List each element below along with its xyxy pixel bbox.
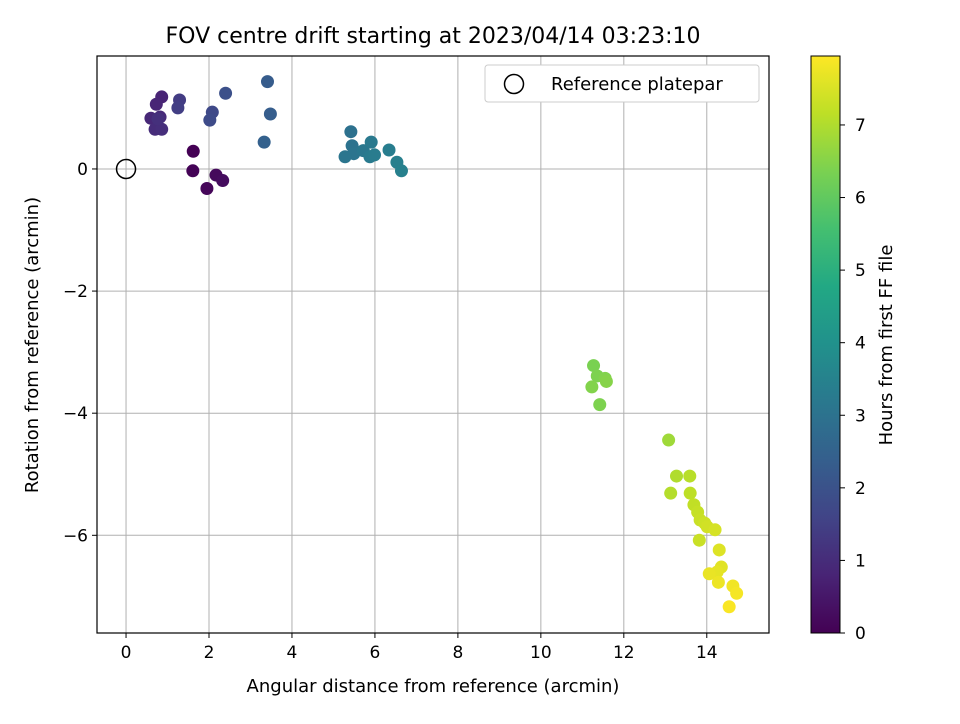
colorbar-tick-label: 0 [855,624,866,644]
scatter-point [722,600,736,614]
colorbar-tick-label: 4 [855,334,866,354]
scatter-point [364,135,378,149]
colorbar-tick-label: 6 [855,189,866,209]
colorbar-label: Hours from first FF file [876,245,897,446]
scatter-point [711,575,725,589]
scatter-point [662,433,676,447]
x-tick-label: 12 [613,643,635,663]
scatter-point [683,486,697,500]
y-axis-label: Rotation from reference (arcmin) [22,197,43,493]
scatter-point [155,122,169,136]
scatter-point [664,486,678,500]
scatter-point [394,164,408,178]
scatter-point [263,107,277,121]
colorbar-ticks: 0 1 2 3 4 5 6 7 [840,116,866,644]
scatter-point [683,469,697,483]
legend-marker-reference [503,73,525,95]
scatter-point [260,75,274,89]
x-tick-label: 2 [204,643,215,663]
scatter-point [200,181,214,195]
colorbar-tick-label: 7 [855,116,866,136]
scatter-point [216,174,230,188]
plot-frame [96,55,770,634]
axes: 0 2 4 6 8 10 12 14 −6 −4 −2 0 [63,55,770,663]
scatter-point [702,567,716,581]
scatter-point [151,112,165,126]
scatter-point [712,543,726,557]
scatter-point [692,533,706,547]
scatter-point [730,586,744,600]
scatter-point [338,150,352,164]
x-tick-label: 10 [530,643,552,663]
colorbar-gradient [810,55,841,634]
scatter-points [115,75,744,614]
scatter-point [599,374,613,388]
scatter-point [368,148,382,162]
scatter-point [149,97,163,111]
scatter-point [585,380,599,394]
scatter-point [257,135,271,149]
y-tick-label: 0 [77,160,88,180]
colorbar-tick-label: 2 [855,479,866,499]
scatter-point [593,398,607,412]
x-tick-label: 4 [287,643,298,663]
x-tick-label: 0 [121,643,132,663]
scatter-point [171,101,185,115]
scatter-point [669,469,683,483]
chart-title: FOV centre drift starting at 2023/04/14 … [166,24,701,49]
x-tick-label: 8 [452,643,463,663]
legend-label-reference: Reference platepar [551,74,723,95]
grid-lines [97,56,769,633]
x-tick-label: 6 [370,643,381,663]
y-tick-label: −4 [63,404,88,424]
scatter-point [186,144,200,158]
scatter-point [382,143,396,157]
x-tick-label: 14 [696,643,718,663]
scatter-point [186,164,200,178]
colorbar-tick-label: 5 [855,261,866,281]
colorbar-tick-label: 3 [855,406,866,426]
x-axis-label: Angular distance from reference (arcmin) [247,676,620,697]
scatter-point [219,86,233,100]
colorbar-tick-label: 1 [855,551,866,571]
legend: Reference platepar [484,64,760,103]
scatter-point [203,113,217,127]
y-tick-label: −6 [63,526,88,546]
y-tick-label: −2 [63,282,88,302]
scatter-point [708,523,722,537]
scatter-point [587,359,601,373]
scatter-point [344,125,358,139]
colorbar: 0 1 2 3 4 5 6 7 Hours from first FF file [810,55,897,644]
reference-platepar-marker [115,158,137,180]
legend-box [484,64,760,103]
